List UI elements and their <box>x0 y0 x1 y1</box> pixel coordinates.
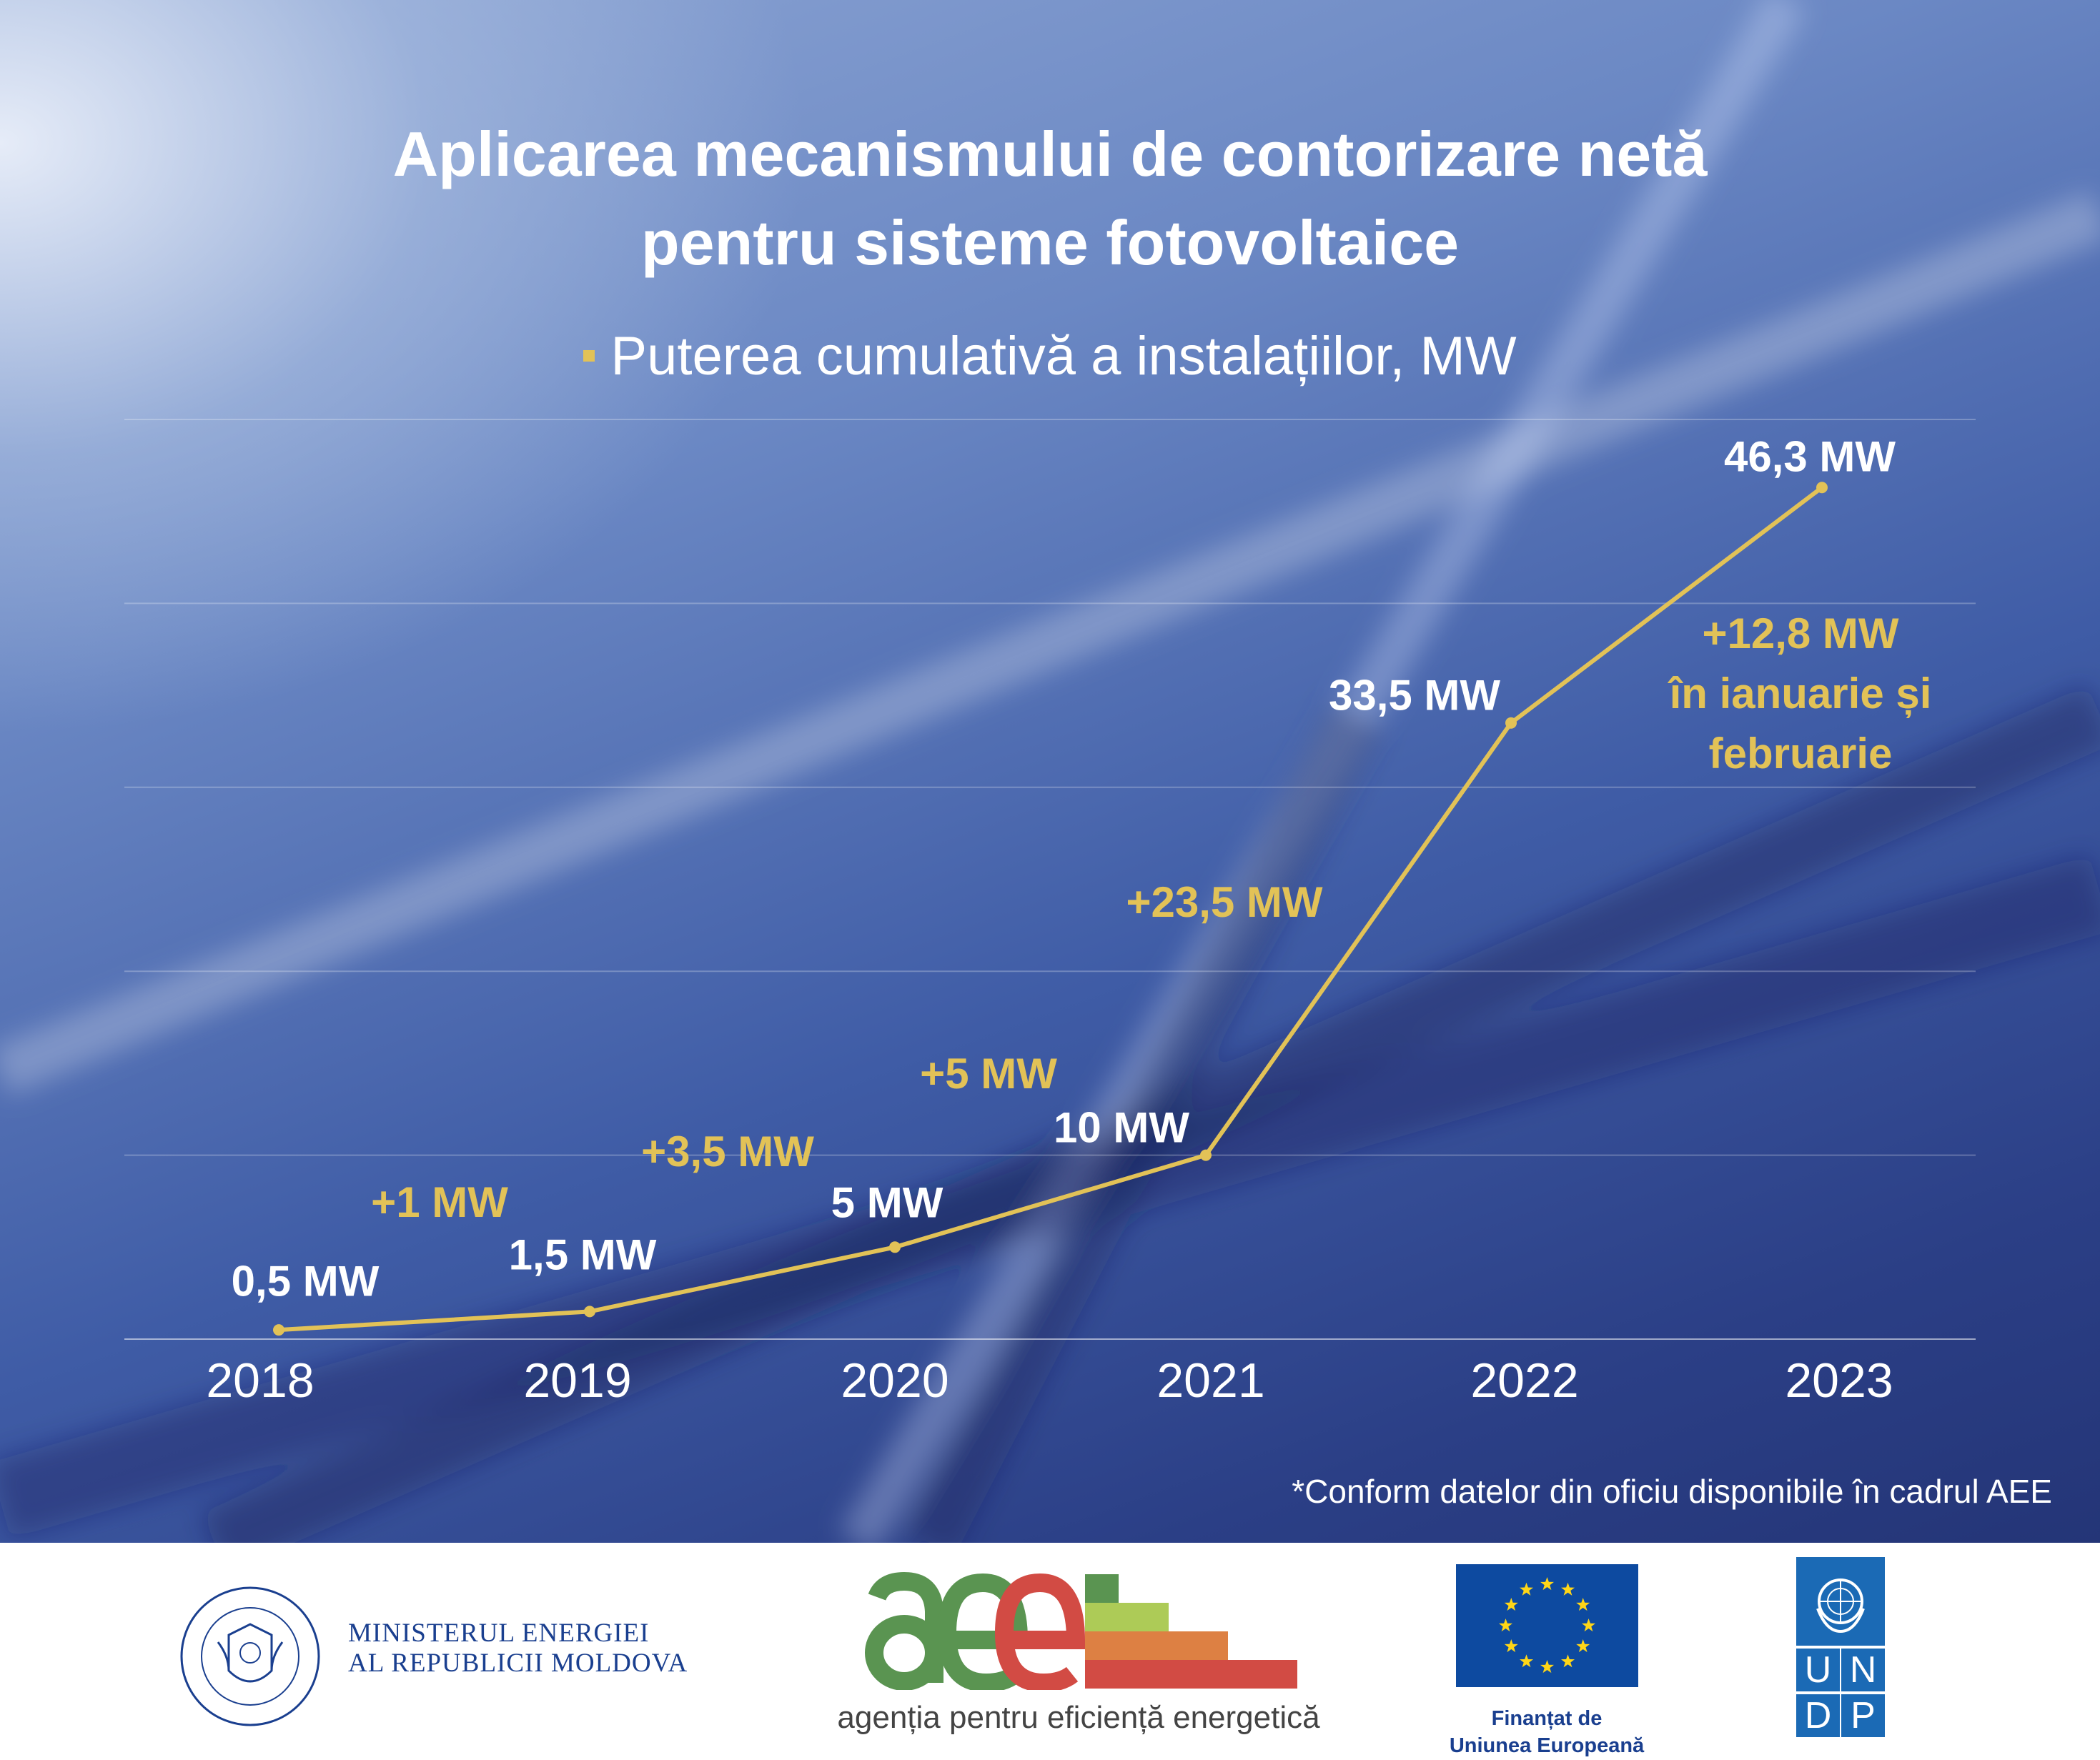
undp-letter-u: U <box>1796 1649 1840 1691</box>
eu-star-icon <box>1540 1660 1554 1674</box>
title-line-2: pentru sisteme fotovoltaice <box>640 207 1460 278</box>
ministry-line-2: AL REPUBLICII MOLDOVA <box>348 1649 688 1678</box>
value-label-2019: 1,5 MW <box>508 1230 657 1279</box>
value-label-2023: 46,3 MW <box>1723 432 1896 481</box>
x-tick-2018: 2018 <box>206 1353 314 1408</box>
undp-letter-n: N <box>1841 1649 1885 1691</box>
ministry-line-1: MINISTERUL ENERGIEI <box>348 1619 650 1648</box>
data-point-2019 <box>584 1306 595 1318</box>
government-seal-logo <box>180 1586 320 1726</box>
eu-star-icon <box>1504 1639 1518 1653</box>
aee-logo <box>865 1571 1297 1690</box>
ministry-name: MINISTERUL ENERGIEI AL REPUBLICII MOLDOV… <box>348 1619 688 1679</box>
eu-star-icon <box>1540 1577 1554 1591</box>
solar-panel-background <box>0 0 2100 1543</box>
eu-star-icon <box>1576 1598 1590 1611</box>
x-tick-2022: 2022 <box>1470 1353 1579 1408</box>
eu-star-icon <box>1520 1582 1533 1596</box>
x-tick-2023: 2023 <box>1785 1353 1893 1408</box>
undp-logo: U N D P <box>1796 1557 1885 1737</box>
value-label-2021: 10 MW <box>1053 1103 1190 1152</box>
eu-flag-logo <box>1456 1564 1638 1687</box>
value-label-2022: 33,5 MW <box>1328 671 1501 720</box>
eu-funding-text: Finanțat de Uniunea Europeană <box>1450 1705 1644 1759</box>
value-label-2020: 5 MW <box>831 1178 943 1227</box>
series-line <box>278 485 1823 1333</box>
increment-label-2021: +5 MW <box>920 1050 1057 1098</box>
x-tick-2020: 2020 <box>841 1353 949 1408</box>
panel-beams <box>0 0 2100 1543</box>
eu-star-icon <box>1520 1654 1533 1668</box>
increment-label-2022: +23,5 MW <box>1126 878 1323 926</box>
footnote: *Conform datelor din oficiu disponibile … <box>1292 1473 2052 1510</box>
eu-star-icon <box>1582 1619 1595 1632</box>
data-point-2018 <box>273 1324 284 1336</box>
increment-label-2020: +3,5 MW <box>641 1128 814 1175</box>
x-tick-2019: 2019 <box>523 1353 632 1408</box>
legend-swatch <box>583 349 595 362</box>
chart-title: Aplicarea mecanismului de contorizare ne… <box>0 110 2100 287</box>
eu-star-icon <box>1561 1582 1575 1596</box>
un-emblem-icon <box>1796 1557 1885 1646</box>
eu-line-1: Finanțat de <box>1491 1707 1603 1730</box>
eu-star-icon <box>1561 1654 1575 1668</box>
aee-name: agenția pentru eficiență energetică <box>837 1700 1320 1735</box>
undp-letter-p: P <box>1841 1694 1885 1737</box>
x-tick-2021: 2021 <box>1157 1353 1265 1408</box>
note-line-1: +12,8 MW <box>1702 610 1899 657</box>
data-point-2023 <box>1816 482 1828 494</box>
title-line-1: Aplicarea mecanismului de contorizare ne… <box>392 119 1708 189</box>
increment-label-2019: +1 MW <box>371 1178 508 1226</box>
undp-letter-d: D <box>1796 1694 1840 1737</box>
data-point-2022 <box>1505 717 1517 729</box>
eu-star-icon <box>1504 1598 1518 1611</box>
note-line-3: februarie <box>1708 730 1893 777</box>
eu-star-icon <box>1576 1639 1590 1653</box>
value-label-2018: 0,5 MW <box>231 1257 380 1306</box>
legend: Puterea cumulativă a instalațiilor, MW <box>0 325 2100 387</box>
line-chart <box>273 482 1828 1336</box>
data-point-2020 <box>889 1241 901 1253</box>
increment-note-2023: +12,8 MW în ianuarie și februarie <box>1670 604 1932 784</box>
eu-star-icon <box>1499 1619 1512 1632</box>
data-point-2021 <box>1200 1149 1212 1161</box>
legend-label: Puterea cumulativă a instalațiilor, MW <box>610 326 1517 387</box>
eu-line-2: Uniunea Europeană <box>1449 1734 1645 1757</box>
note-line-2: în ianuarie și <box>1669 670 1932 717</box>
